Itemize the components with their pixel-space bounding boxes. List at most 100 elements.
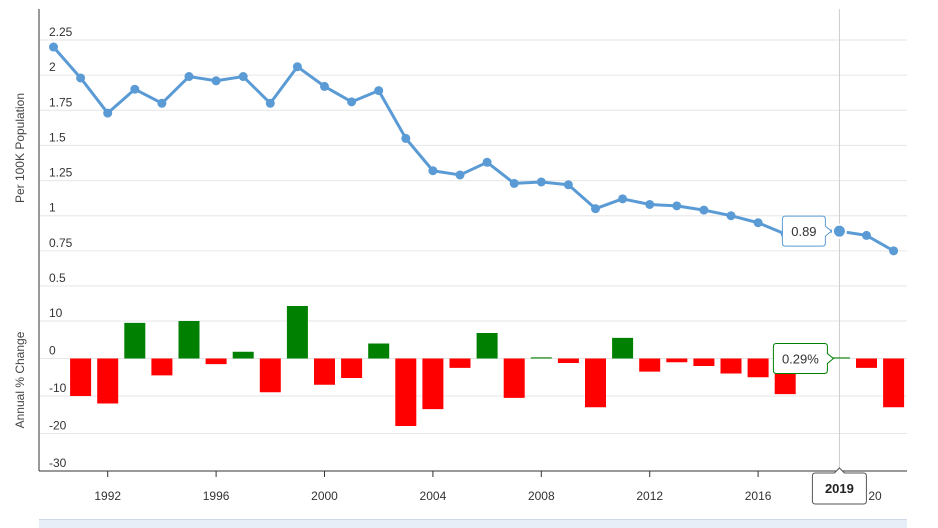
year-tooltip-box <box>811 467 867 505</box>
bar-2020[interactable] <box>856 358 877 368</box>
line-point-1993[interactable] <box>130 84 140 94</box>
line-point-2019[interactable] <box>831 223 847 239</box>
line-tooltip: 0.89 <box>781 215 833 247</box>
line-point-1992[interactable] <box>103 108 113 118</box>
line-point-1999[interactable] <box>292 62 302 72</box>
x-tick-label: 2012 <box>636 489 663 503</box>
year-tooltip-label: 2019 <box>825 481 854 496</box>
x-tick-label-partial: 20 <box>868 489 882 503</box>
line-panel-y-tick-label: 1.75 <box>49 95 73 109</box>
line-panel-y-tick-label: 1.25 <box>49 166 73 180</box>
bar-2008[interactable] <box>530 357 552 359</box>
line-point-2013[interactable] <box>672 201 682 211</box>
bar-2013[interactable] <box>666 358 688 363</box>
x-tick-label: 2000 <box>311 489 338 503</box>
bar-2016[interactable] <box>747 358 769 378</box>
line-point-2020[interactable] <box>862 230 871 240</box>
x-tick-label: 2004 <box>420 489 447 503</box>
line-point-2009[interactable] <box>563 180 573 190</box>
bar-2009[interactable] <box>557 358 579 364</box>
line-panel-y-tick-label: 1 <box>49 201 56 215</box>
line-point-2012[interactable] <box>645 199 655 209</box>
line-panel-y-tick-label: 2 <box>49 60 56 74</box>
line-point-1990[interactable] <box>49 42 58 52</box>
x-axis-ticks: 1992 1996 2000 2004 2008 2012 2016 20 <box>94 471 882 503</box>
line-point-1994[interactable] <box>157 98 167 108</box>
bar-2006[interactable] <box>476 333 498 359</box>
bar-2002[interactable] <box>368 343 390 359</box>
bar-series <box>70 306 905 427</box>
line-point-2001[interactable] <box>347 97 357 107</box>
line-series <box>49 42 899 256</box>
line-point-2002[interactable] <box>374 86 384 96</box>
bar-panel-y-tick-label: -10 <box>49 381 67 395</box>
line-point-2016[interactable] <box>753 218 763 228</box>
line-point-2000[interactable] <box>320 81 329 91</box>
line-tooltip-box <box>781 215 833 247</box>
bar-tooltip-box <box>772 343 835 374</box>
x-axis-year-tooltip: 2019 <box>811 467 867 505</box>
bar-2001[interactable] <box>341 358 363 379</box>
bar-2019[interactable] <box>828 357 850 359</box>
bar-1996[interactable] <box>205 358 227 365</box>
line-panel-y-tick-label: 0.75 <box>49 236 73 250</box>
bar-2010[interactable] <box>585 358 606 408</box>
line-panel-y-tick-label: 2.25 <box>49 25 73 39</box>
line-point-2015[interactable] <box>726 211 736 221</box>
bar-1995[interactable] <box>178 321 200 359</box>
bar-2000[interactable] <box>314 358 335 385</box>
bar-2021[interactable] <box>883 358 905 408</box>
bar-2005[interactable] <box>449 358 471 368</box>
line-point-2006[interactable] <box>482 157 492 167</box>
line-path <box>52 46 895 253</box>
scrollbar-strip <box>39 519 907 528</box>
line-point-2010[interactable] <box>591 204 600 214</box>
line-point-2008[interactable] <box>536 177 546 187</box>
x-tick-label: 2008 <box>528 489 555 503</box>
line-point-1998[interactable] <box>265 98 275 108</box>
bar-1994[interactable] <box>151 358 173 376</box>
bar-2011[interactable] <box>612 337 634 359</box>
line-tooltip-value: 0.89 <box>791 224 816 239</box>
bar-1993[interactable] <box>124 322 146 359</box>
line-point-1996[interactable] <box>211 76 221 86</box>
bar-2012[interactable] <box>639 358 661 372</box>
bar-1997[interactable] <box>232 351 254 359</box>
x-tick-label: 1992 <box>94 489 121 503</box>
line-point-2005[interactable] <box>455 170 465 180</box>
line-point-2021[interactable] <box>889 246 899 256</box>
line-point-1991[interactable] <box>76 73 86 83</box>
line-point-2004[interactable] <box>428 166 438 176</box>
bar-panel-y-ticks: 10 0 -10 -20 -30 <box>49 306 67 470</box>
bar-2007[interactable] <box>503 358 525 398</box>
x-tick-label: 1996 <box>203 489 230 503</box>
bar-2003[interactable] <box>395 358 417 427</box>
bar-2014[interactable] <box>693 358 715 367</box>
line-point-2003[interactable] <box>401 133 411 143</box>
x-tick-label: 2016 <box>745 489 772 503</box>
bar-tooltip-value: 0.29% <box>782 352 819 367</box>
bar-panel-y-axis-title: Annual % Change <box>13 331 27 428</box>
bar-tooltip: 0.29% <box>772 343 835 374</box>
bar-panel-y-tick-label: -30 <box>49 456 67 470</box>
line-point-1995[interactable] <box>184 72 194 82</box>
bar-1992[interactable] <box>97 358 119 404</box>
line-point-2014[interactable] <box>699 205 709 215</box>
line-panel-gridlines <box>39 39 907 287</box>
bar-1998[interactable] <box>259 358 281 393</box>
line-panel-y-tick-label: 0.5 <box>49 271 66 285</box>
bar-1999[interactable] <box>286 306 308 359</box>
line-point-2011[interactable] <box>618 194 628 204</box>
bar-panel-y-tick-label: 10 <box>49 306 63 320</box>
bar-2004[interactable] <box>422 358 444 410</box>
line-panel-y-axis-title: Per 100K Population <box>13 93 27 203</box>
line-point-2007[interactable] <box>509 178 519 188</box>
line-panel-y-ticks: 2.25 2 1.75 1.5 1.25 1 0.75 0.5 <box>49 25 73 285</box>
bar-panel-y-tick-label: -20 <box>49 419 67 433</box>
bar-panel-y-tick-label: 0 <box>49 344 56 358</box>
line-point-1997[interactable] <box>238 72 248 82</box>
bar-2015[interactable] <box>720 358 742 374</box>
line-panel-y-tick-label: 1.5 <box>49 130 66 144</box>
bar-1991[interactable] <box>70 358 92 397</box>
